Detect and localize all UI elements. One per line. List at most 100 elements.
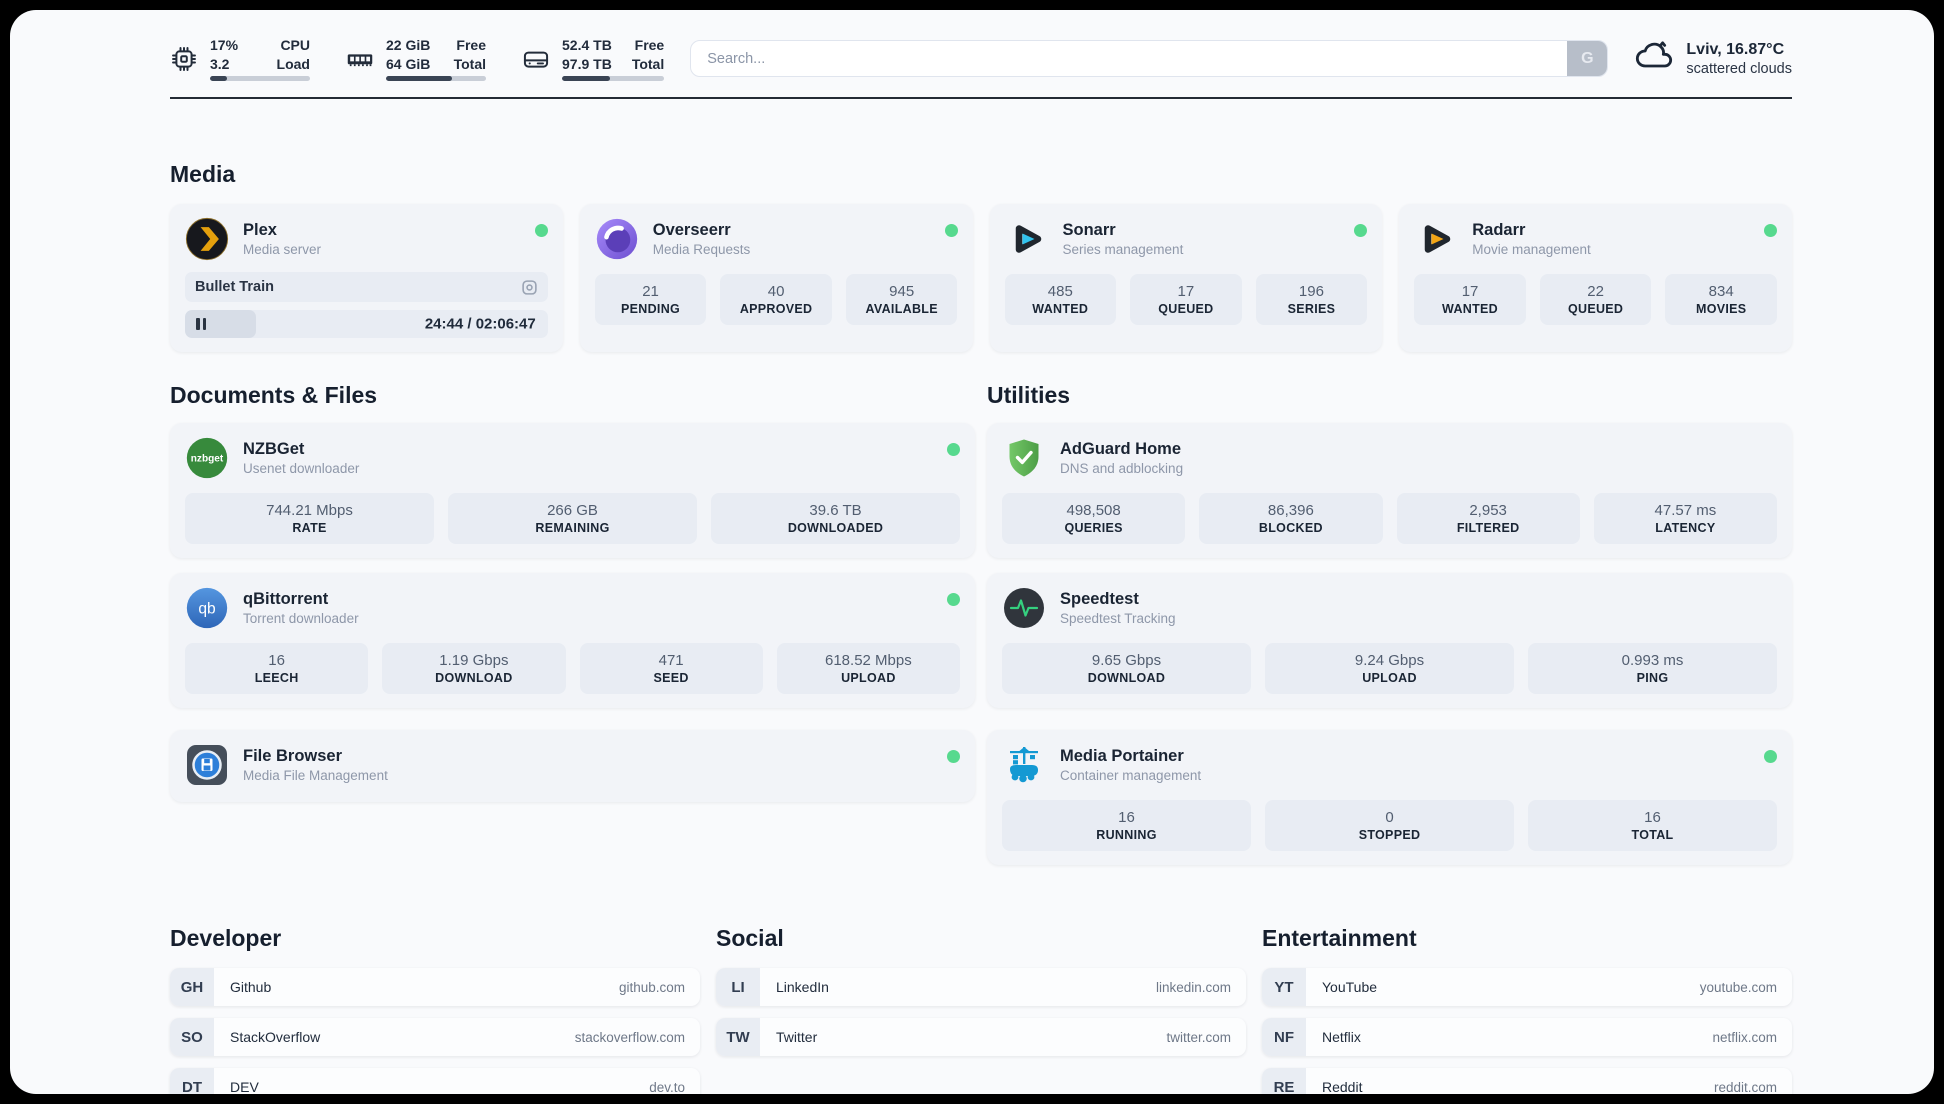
stat-download: 1.19 Gbps DOWNLOAD <box>382 643 566 694</box>
svg-text:nzbget: nzbget <box>191 454 224 465</box>
status-online-dot <box>1764 750 1777 763</box>
link-row-stackoverflow[interactable]: SO StackOverflow stackoverflow.com <box>170 1018 700 1056</box>
disk-free-label: Free <box>634 37 665 54</box>
now-playing-title: Bullet Train <box>195 279 274 295</box>
stat-latency: 47.57 ms LATENCY <box>1593 493 1777 544</box>
section-title-developer: Developer <box>170 925 282 951</box>
link-tag: NF <box>1262 1018 1306 1056</box>
sonarr-icon <box>1005 217 1049 261</box>
session-device-icon <box>521 279 538 296</box>
search-bar: G <box>690 40 1609 77</box>
app-card-adguard[interactable]: AdGuard Home DNS and adblocking 498,508 … <box>987 423 1792 558</box>
app-name: qBittorrent <box>243 590 329 608</box>
adguard-icon <box>1002 436 1046 480</box>
app-subtitle: Container management <box>1060 768 1202 783</box>
system-stats: 17% 3.2 CPU Load <box>170 36 665 81</box>
app-card-radarr[interactable]: Radarr Movie management 17 WANTED 22 QUE… <box>1399 204 1792 352</box>
playback-progress-bar[interactable]: 24:44 / 02:06:47 <box>185 310 548 338</box>
speedtest-icon <box>1002 586 1046 630</box>
ram-stat: 22 GiB 64 GiB Free Total <box>346 36 486 81</box>
link-url: github.com <box>618 979 685 995</box>
cpu-load-value: 3.2 <box>210 55 230 72</box>
ram-total-value: 64 GiB <box>386 55 431 72</box>
now-playing-row: Bullet Train <box>185 272 548 302</box>
app-subtitle: Speedtest Tracking <box>1060 611 1176 626</box>
app-name: Media Portainer <box>1060 747 1184 765</box>
app-name: File Browser <box>243 747 343 765</box>
link-group-entertainment: Entertainment YT YouTube youtube.com NF … <box>1262 925 1792 1094</box>
app-subtitle: Media server <box>243 242 322 257</box>
status-online-dot <box>1354 224 1368 237</box>
status-online-dot <box>947 750 960 763</box>
documents-column: nzbget NZBGet Usenet downloader 744.21 M… <box>170 423 975 802</box>
link-name: StackOverflow <box>230 1029 321 1045</box>
stat-queries: 498,508 QUERIES <box>1002 493 1186 544</box>
link-name: Netflix <box>1322 1029 1361 1045</box>
stat-download: 9.65 Gbps DOWNLOAD <box>1002 643 1251 694</box>
app-card-sonarr[interactable]: Sonarr Series management 485 WANTED 17 Q… <box>989 204 1383 352</box>
link-row-youtube[interactable]: YT YouTube youtube.com <box>1262 968 1792 1006</box>
status-online-dot <box>944 224 958 237</box>
stat-filtered: 2,953 FILTERED <box>1396 493 1580 544</box>
cpu-stat: 17% 3.2 CPU Load <box>170 36 310 81</box>
app-card-portainer[interactable]: Media Portainer Container management 16 … <box>987 730 1792 865</box>
link-tag: RE <box>1262 1068 1306 1094</box>
link-row-github[interactable]: GH Github github.com <box>170 968 700 1006</box>
app-card-nzbget[interactable]: nzbget NZBGet Usenet downloader 744.21 M… <box>170 423 975 558</box>
stat-ping: 0.993 ms PING <box>1528 643 1777 694</box>
stat-movies: 834 MOVIES <box>1665 274 1777 325</box>
overseerr-icon <box>595 217 639 261</box>
link-tag: YT <box>1262 968 1306 1006</box>
pause-icon[interactable] <box>196 318 206 330</box>
stat-upload: 9.24 Gbps UPLOAD <box>1265 643 1514 694</box>
stat-approved: 40 APPROVED <box>720 274 832 325</box>
app-name: Radarr <box>1472 221 1526 239</box>
link-url: stackoverflow.com <box>574 1029 685 1045</box>
radarr-icon <box>1414 217 1458 261</box>
filebrowser-icon <box>185 743 229 787</box>
app-card-qbittorrent[interactable]: qb qBittorrent Torrent downloader 16 LEE… <box>170 573 975 708</box>
disk-progress-bar <box>562 75 665 81</box>
stat-stopped: 0 STOPPED <box>1265 800 1514 851</box>
search-input[interactable] <box>690 40 1609 77</box>
app-card-filebrowser[interactable]: File Browser Media File Management <box>170 730 975 802</box>
ram-free-label: Free <box>456 37 486 54</box>
link-name: YouTube <box>1322 979 1378 995</box>
link-url: twitter.com <box>1166 1029 1231 1045</box>
ram-icon <box>346 45 374 73</box>
disk-total-value: 97.9 TB <box>562 55 612 72</box>
app-name: Sonarr <box>1062 221 1116 239</box>
stat-seed: 471 SEED <box>579 643 763 694</box>
ram-free-value: 22 GiB <box>386 37 431 54</box>
link-row-reddit[interactable]: RE Reddit reddit.com <box>1262 1068 1792 1094</box>
disk-stat: 52.4 TB 97.9 TB Free Total <box>522 36 665 81</box>
stat-running: 16 RUNNING <box>1002 800 1251 851</box>
link-name: Twitter <box>776 1029 818 1045</box>
link-tag: DT <box>170 1068 214 1094</box>
link-row-dev[interactable]: DT DEV dev.to <box>170 1068 700 1094</box>
link-row-netflix[interactable]: NF Netflix netflix.com <box>1262 1018 1792 1056</box>
app-subtitle: Torrent downloader <box>243 611 359 626</box>
link-url: dev.to <box>649 1079 685 1095</box>
stat-wanted: 485 WANTED <box>1004 274 1117 325</box>
status-online-dot <box>1764 224 1777 237</box>
weather-condition: scattered clouds <box>1686 60 1792 77</box>
section-title-utilities: Utilities <box>987 382 1071 408</box>
qbittorrent-icon: qb <box>185 586 229 630</box>
app-card-speedtest[interactable]: Speedtest Speedtest Tracking 9.65 Gbps D… <box>987 573 1792 708</box>
app-name: Overseerr <box>652 221 731 239</box>
link-tag: LI <box>716 968 760 1006</box>
cpu-usage-value: 17% <box>210 37 239 54</box>
link-row-twitter[interactable]: TW Twitter twitter.com <box>716 1018 1246 1056</box>
link-url: reddit.com <box>1713 1079 1777 1095</box>
search-engine-button[interactable]: G <box>1567 41 1608 76</box>
stat-total: 16 TOTAL <box>1528 800 1777 851</box>
app-card-plex[interactable]: Plex Media server Bullet Train 24:44 / 0… <box>170 204 563 352</box>
stat-rate: 744.21 Mbps RATE <box>185 493 434 544</box>
app-name: Plex <box>243 221 277 239</box>
link-group-social: Social LI LinkedIn linkedin.com TW Twitt… <box>716 925 1246 1094</box>
link-row-linkedin[interactable]: LI LinkedIn linkedin.com <box>716 968 1246 1006</box>
app-subtitle: Usenet downloader <box>243 461 360 476</box>
app-card-overseerr[interactable]: Overseerr Media Requests 21 PENDING 40 A… <box>579 204 973 352</box>
app-name: NZBGet <box>243 440 305 458</box>
